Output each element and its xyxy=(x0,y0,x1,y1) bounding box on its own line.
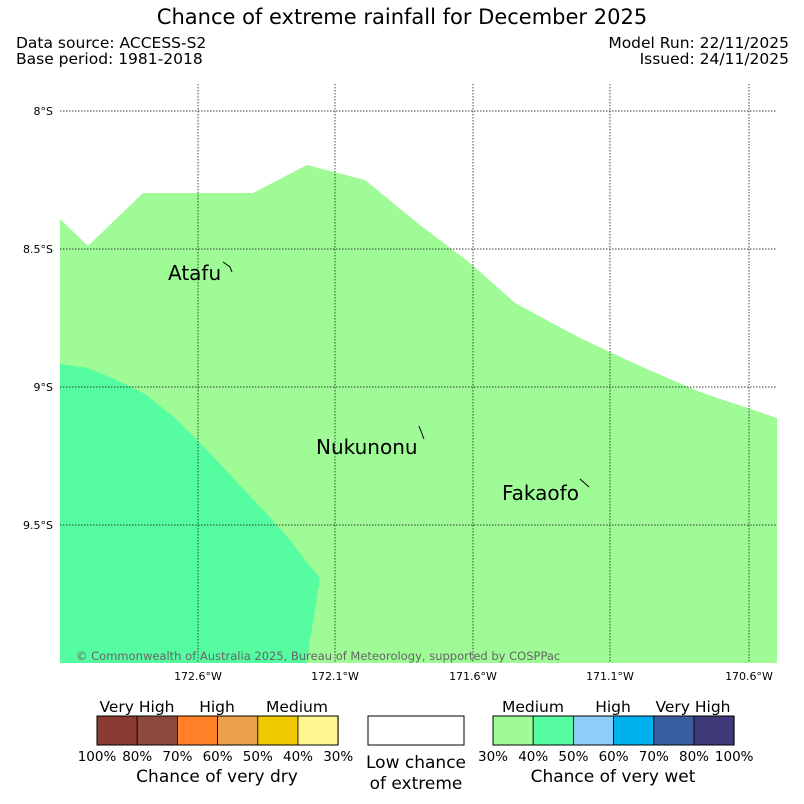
legend-dry-tick-label: 50% xyxy=(243,749,273,765)
meta-right: Model Run: 22/11/2025 Issued: 24/11/2025 xyxy=(608,35,789,67)
legend-dry-label-medium: Medium xyxy=(266,698,328,716)
atafu-island-shape xyxy=(222,261,233,273)
lat-tick: 8°S xyxy=(34,105,53,118)
map-plot: Atafu Nukunonu Fakaofo © Commonwealth of… xyxy=(60,84,777,663)
fakaofo-island-shape xyxy=(579,478,590,488)
lat-axis: 8°S 8.5°S 9°S 9.5°S xyxy=(23,105,53,532)
legend-dry-tick-label: 30% xyxy=(323,749,353,765)
legend-wet-tick-label: 40% xyxy=(518,749,548,765)
lat-tick: 9°S xyxy=(34,381,53,394)
lon-axis: 172.6°W 172.1°W 171.6°W 171.1°W 170.6°W xyxy=(174,670,773,683)
legend-dry-ticks: 100% 80% 70% 60% 50% 40% 30% xyxy=(78,749,354,765)
map-title: Chance of extreme rainfall for December … xyxy=(156,5,648,29)
legend-wet-ticks: 30% 40% 50% 60% 70% 80% 100% xyxy=(478,749,754,765)
legend-dry-swatch xyxy=(136,715,178,746)
place-label-nukunonu: Nukunonu xyxy=(316,435,418,459)
legend-wet-swatch xyxy=(653,715,695,746)
gridlines xyxy=(60,84,777,663)
legend-wet-swatch xyxy=(532,715,574,746)
legend-wet-caption: Chance of very wet xyxy=(531,767,696,787)
legend-wet-label-high: High xyxy=(595,698,631,716)
lon-tick: 172.6°W xyxy=(174,670,222,683)
legend-wet-tick-label: 30% xyxy=(478,749,508,765)
legend-dry-tick-label: 70% xyxy=(162,749,192,765)
legend-dry-swatch xyxy=(257,715,299,746)
higher-wet-region xyxy=(60,364,320,663)
legend-low: Low chance of extreme xyxy=(366,715,466,794)
lat-tick: 9.5°S xyxy=(23,519,53,532)
lon-tick: 171.1°W xyxy=(586,670,634,683)
meta-left: Data source: ACCESS-S2 Base period: 1981… xyxy=(16,35,206,67)
data-source-text: Data source: ACCESS-S2 xyxy=(16,34,207,52)
legend-dry-tick-label: 80% xyxy=(122,749,152,765)
island-markers xyxy=(222,261,590,488)
legend-wet-tick-label: 80% xyxy=(679,749,709,765)
legend-dry-swatch xyxy=(96,715,138,746)
lon-tick: 172.1°W xyxy=(311,670,359,683)
legend-wet-swatch xyxy=(492,715,534,746)
legend-wet-label-medium: Medium xyxy=(502,698,564,716)
base-period-text: Base period: 1981-2018 xyxy=(16,50,203,68)
legend-dry-label-very-high: Very High xyxy=(99,698,174,716)
legend-wet-label-very-high: Very High xyxy=(655,698,730,716)
legend-wet-tick-label: 70% xyxy=(639,749,669,765)
legend-low-caption-line1: Low chance xyxy=(366,753,466,773)
legend-low-swatch xyxy=(367,715,465,746)
legend-dry: Very High High Medium 100% 80% 70% 60% 50% 40… xyxy=(78,698,354,787)
place-label-fakaofo: Fakaofo xyxy=(502,481,579,505)
lat-tick: 8.5°S xyxy=(23,243,53,256)
legend-dry-caption: Chance of very dry xyxy=(136,767,298,787)
legend-dry-label-high: High xyxy=(199,698,235,716)
issued-text: Issued: 24/11/2025 xyxy=(639,50,789,68)
legend-wet-tick-label: 60% xyxy=(599,749,629,765)
legend-dry-swatches xyxy=(96,715,339,746)
legend-wet: Medium High Very High 30% 40% 50% 60% 70% 80%… xyxy=(478,698,754,787)
legend-wet-swatch xyxy=(573,715,615,746)
nukunonu-island-shape xyxy=(418,425,425,440)
place-label-atafu: Atafu xyxy=(168,261,221,285)
copyright-text: © Commonwealth of Australia 2025, Bureau… xyxy=(76,649,560,663)
legend-dry-tick-label: 60% xyxy=(203,749,233,765)
legend-wet-swatch xyxy=(693,715,735,746)
model-run-text: Model Run: 22/11/2025 xyxy=(608,34,789,52)
legend-dry-tick-label: 100% xyxy=(78,749,117,765)
legend-wet-swatch xyxy=(613,715,655,746)
legend-wet-tick-label: 100% xyxy=(715,749,754,765)
lon-tick: 170.6°W xyxy=(725,670,773,683)
legend-wet-tick-label: 50% xyxy=(558,749,588,765)
legend-dry-tick-label: 40% xyxy=(283,749,313,765)
lon-tick: 171.6°W xyxy=(449,670,497,683)
legend-dry-swatch xyxy=(176,715,218,746)
legend-low-caption-line2: of extreme xyxy=(370,774,463,794)
legend-wet-swatches xyxy=(492,715,735,746)
legend-dry-swatch xyxy=(297,715,339,746)
legend-dry-swatch xyxy=(217,715,259,746)
